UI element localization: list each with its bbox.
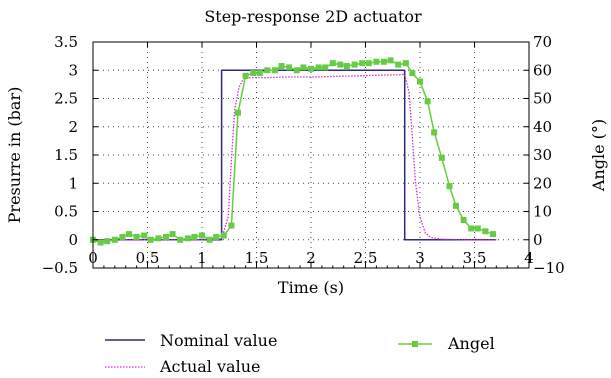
y-axis-label-right: Angle (°) [589,119,608,192]
angel-data-point [97,239,104,246]
angel-data-point [191,233,198,240]
angel-data-point [234,109,241,116]
angel-data-point [315,64,322,71]
angel-data-point [452,202,459,209]
angel-data-point [293,67,300,74]
angel-data-point [359,60,366,67]
angel-data-point [446,183,453,190]
legend-label-actual-value: Actual value [159,357,260,376]
angel-data-point [272,67,279,74]
angel-data-point [163,233,170,240]
angel-data-point [147,236,154,243]
actual-value-series-line [93,73,497,241]
angel-data-point [402,60,409,67]
angel-data-point [468,225,475,232]
angel-data-point [184,235,191,242]
angel-data-point [308,65,314,72]
y-left-tick-label: 0.5 [54,203,78,221]
angel-data-point [256,70,263,77]
x-tick-label: 1.5 [245,249,269,267]
y-right-tick-label: 50 [533,90,552,108]
angel-data-point [329,60,336,67]
y-right-tick-label: 0 [533,231,543,249]
angel-data-point [199,232,205,239]
y-left-tick-label: 2.5 [54,90,78,108]
angel-data-point [155,235,162,242]
angel-data-point [490,231,497,238]
x-tick-label: 3 [415,249,425,267]
angel-data-point [300,64,307,71]
angel-data-point [228,222,235,229]
angel-data-point [482,228,489,235]
angel-data-point [125,231,132,238]
angel-data-point [417,78,423,85]
angel-series-line [92,59,494,244]
angel-data-point [206,236,213,243]
angel-data-point [242,72,249,79]
x-tick-label: 2.5 [354,249,378,267]
angel-data-point [343,63,350,70]
angel-data-point [104,238,111,245]
legend-marker-angel [412,341,418,347]
series-layer [90,57,497,246]
angel-data-point [438,154,445,161]
x-axis-label: Time (s) [278,278,344,297]
y-right-tick-label: −10 [533,259,565,277]
angel-data-point [278,63,285,70]
x-tick-label: 0.5 [136,249,160,267]
chart-title: Step-response 2D actuator [204,7,422,26]
y-left-tick-label: 1 [68,174,78,192]
x-tick-label: 0 [88,249,98,267]
legend-label-nominal-value: Nominal value [160,331,277,350]
angel-data-point [133,233,140,240]
grid-lines [93,42,529,268]
x-tick-label: 1 [197,249,207,267]
y-left-tick-label: 0 [68,231,78,249]
y-right-tick-label: 20 [533,174,552,192]
angel-data-point [177,236,184,243]
y-left-tick-label: 3 [68,61,78,79]
angel-data-point [213,233,220,240]
angel-data-point [322,64,329,71]
y-right-tick-label: 40 [533,118,552,136]
angel-data-point [286,64,293,71]
legend-label-angel: Angel [447,334,495,353]
y-right-tick-label: 70 [533,33,552,51]
angel-data-point [431,129,438,136]
x-tick-label: 2 [306,249,316,267]
angel-data-point [424,98,431,105]
angel-data-point [460,216,467,223]
y-left-tick-label: 3.5 [54,33,78,51]
angel-data-point [373,58,380,65]
y-left-tick-label: −0.5 [42,259,78,277]
y-left-tick-label: 2 [68,118,78,136]
angel-data-point [111,236,118,243]
x-tick-label: 3.5 [463,249,487,267]
y-axis-label-left: Presurre in (bar) [5,87,24,224]
angel-data-point [387,57,394,64]
angel-data-point [381,58,388,65]
x-tick-label: 4 [524,249,534,267]
angel-data-point [250,70,257,77]
angel-data-point [169,231,176,238]
legend: Nominal value Actual value Angel [105,331,495,376]
axis-ticks [92,41,530,269]
y-right-tick-label: 30 [533,146,552,164]
angel-data-point [474,225,481,232]
angel-data-point [119,233,126,240]
angel-data-point [264,67,271,74]
y-left-tick-label: 1.5 [54,146,78,164]
angel-data-point [220,232,227,239]
angel-data-point [141,232,148,239]
tick-labels: 0 0.5 1 1.5 2 2.5 3 3.5 4 −0.5 0 0.5 1 1.5 2 2.5 3 3.5 −10… [42,33,565,277]
y-right-tick-label: 10 [533,203,552,221]
angel-data-point [337,61,344,68]
angel-data-point [409,70,416,77]
angel-data-point [395,61,402,68]
y-right-tick-label: 60 [533,61,552,79]
angel-data-point [365,60,372,67]
angel-data-point [351,61,358,68]
